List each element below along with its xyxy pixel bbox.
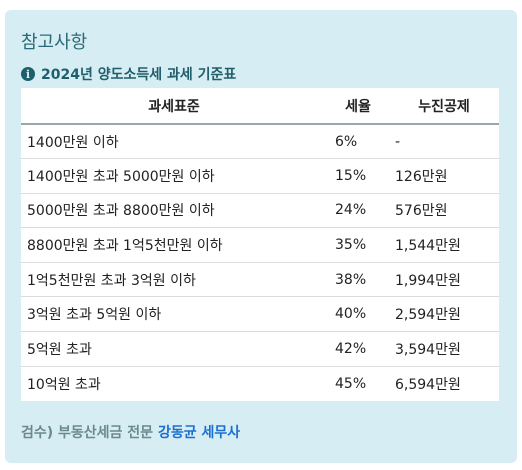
bracket-cell: 5000만원 초과 8800만원 이하 [21,193,327,229]
tax-table: 과세표준 세율 누진공제 1400만원 이하 6% - 1400만원 초과 50… [21,88,499,401]
deduction-cell: - [389,124,499,160]
tax-table-container: 과세표준 세율 누진공제 1400만원 이하 6% - 1400만원 초과 50… [21,88,499,401]
rate-cell: 15% [327,158,389,194]
deduction-cell: 2,594만원 [389,296,499,333]
deduction-cell: 1,544만원 [389,227,499,263]
bracket-cell: 3억원 초과 5억원 이하 [21,296,327,333]
rate-cell: 24% [327,193,389,229]
bracket-cell: 8800만원 초과 1억5천만원 이하 [21,227,327,263]
card-subtitle: i 2024년 양도소득세 과세 기준표 [21,64,236,84]
bracket-cell: 1400만원 초과 5000만원 이하 [21,158,327,194]
table-header-row: 과세표준 세율 누진공제 [21,88,499,125]
rate-cell: 42% [327,331,389,367]
header-deduction: 누진공제 [389,88,499,125]
bracket-cell: 1400만원 이하 [21,124,327,160]
table-row: 5억원 초과 42% 3,594만원 [21,331,499,367]
table-row: 1400만원 이하 6% - [21,124,499,160]
table-row: 5000만원 초과 8800만원 이하 24% 576만원 [21,193,499,229]
table-row: 10억원 초과 45% 6,594만원 [21,366,499,401]
deduction-cell: 3,594만원 [389,331,499,367]
rate-cell: 45% [335,375,367,392]
bracket-cell: 10억원 초과 [27,376,101,393]
info-circle-icon: i [21,67,35,81]
credit-prefix: 검수) 부동산세금 전문 [21,425,154,441]
deduction-cell: 126만원 [389,158,499,194]
deduction-cell: 576만원 [389,193,499,229]
tax-advisor-link[interactable]: 강동균 세무사 [157,425,241,441]
table-row: 1억5천만원 초과 3억원 이하 38% 1,994만원 [21,262,499,298]
rate-cell: 40% [327,296,389,333]
card-title: 참고사항 [21,32,88,53]
rate-cell: 38% [327,262,389,298]
header-rate: 세율 [327,88,389,125]
table-row: 3억원 초과 5억원 이하 40% 2,594만원 [21,296,499,333]
deduction-cell: 6,594만원 [395,376,461,393]
subtitle-text: 2024년 양도소득세 과세 기준표 [41,67,237,83]
bracket-cell: 1억5천만원 초과 3억원 이하 [21,262,327,298]
deduction-cell: 1,994만원 [389,262,499,298]
table-row: 8800만원 초과 1억5천만원 이하 35% 1,544만원 [21,227,499,263]
rate-cell: 35% [327,227,389,263]
bracket-cell: 5억원 초과 [21,331,327,367]
review-credit: 검수) 부동산세금 전문 강동균 세무사 [21,422,240,442]
header-bracket: 과세표준 [21,88,327,125]
info-card: 참고사항 i 2024년 양도소득세 과세 기준표 과세표준 세율 누진공제 1… [5,10,517,463]
table-row: 1400만원 초과 5000만원 이하 15% 126만원 [21,158,499,194]
rate-cell: 6% [327,124,389,160]
